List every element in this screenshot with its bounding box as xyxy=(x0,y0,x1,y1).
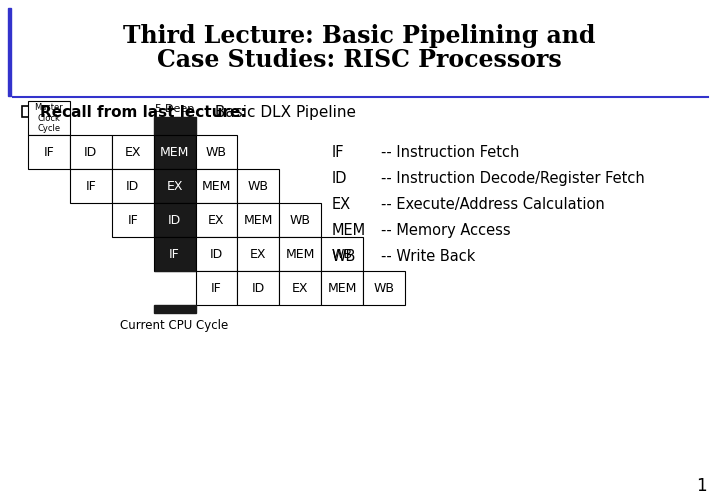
Text: WB: WB xyxy=(332,248,353,260)
Text: Recall from last lecture:: Recall from last lecture: xyxy=(40,105,246,120)
Text: Current CPU Cycle: Current CPU Cycle xyxy=(120,319,229,332)
Text: WB: WB xyxy=(289,214,311,227)
Text: WB: WB xyxy=(331,249,356,263)
Bar xyxy=(363,271,405,305)
Text: IF: IF xyxy=(86,179,96,193)
Bar xyxy=(153,169,196,203)
Text: EX: EX xyxy=(331,197,351,212)
Bar xyxy=(28,101,70,135)
Text: -- Instruction Decode/Register Fetch: -- Instruction Decode/Register Fetch xyxy=(381,170,645,185)
Text: ID: ID xyxy=(331,170,346,185)
Text: EX: EX xyxy=(166,179,183,193)
Text: IF: IF xyxy=(331,144,343,159)
Text: EX: EX xyxy=(125,145,141,158)
Bar xyxy=(321,271,363,305)
Bar xyxy=(196,271,238,305)
Bar xyxy=(112,203,153,237)
Text: ID: ID xyxy=(168,214,181,227)
Text: 1: 1 xyxy=(696,477,706,495)
Bar xyxy=(112,135,153,169)
Text: WB: WB xyxy=(248,179,269,193)
Bar xyxy=(153,135,196,169)
Text: ID: ID xyxy=(84,145,97,158)
Text: MEM: MEM xyxy=(328,281,357,294)
Bar xyxy=(70,169,112,203)
Bar xyxy=(196,203,238,237)
Text: -- Write Back: -- Write Back xyxy=(381,249,475,263)
Bar xyxy=(196,237,238,271)
Text: 5-Deep: 5-Deep xyxy=(154,104,194,114)
Bar xyxy=(28,135,70,169)
Bar xyxy=(153,203,196,237)
Text: MEM: MEM xyxy=(331,223,365,238)
Text: WB: WB xyxy=(206,145,227,158)
Bar xyxy=(70,135,112,169)
Text: -- Memory Access: -- Memory Access xyxy=(381,223,510,238)
Text: MEM: MEM xyxy=(243,214,273,227)
Text: IF: IF xyxy=(211,281,222,294)
Text: MEM: MEM xyxy=(286,248,315,260)
Text: EX: EX xyxy=(292,281,308,294)
Text: ID: ID xyxy=(126,179,139,193)
Text: Basic DLX Pipeline: Basic DLX Pipeline xyxy=(210,105,356,120)
Bar xyxy=(153,117,196,135)
Text: -- Execute/Address Calculation: -- Execute/Address Calculation xyxy=(381,197,605,212)
Bar xyxy=(196,169,238,203)
Bar xyxy=(279,237,321,271)
Bar xyxy=(279,271,321,305)
Bar xyxy=(238,169,279,203)
Bar xyxy=(321,237,363,271)
Bar xyxy=(279,203,321,237)
Bar xyxy=(238,237,279,271)
Bar xyxy=(112,169,153,203)
Bar xyxy=(22,106,33,117)
Text: -- Instruction Fetch: -- Instruction Fetch xyxy=(381,144,519,159)
Text: ID: ID xyxy=(210,248,223,260)
Text: Master
Clock
Cycle: Master Clock Cycle xyxy=(35,103,63,133)
Text: MEM: MEM xyxy=(202,179,231,193)
Text: Case Studies: RISC Processors: Case Studies: RISC Processors xyxy=(157,48,562,72)
Text: MEM: MEM xyxy=(160,145,189,158)
Bar xyxy=(238,271,279,305)
Bar xyxy=(153,237,196,271)
Text: EX: EX xyxy=(250,248,266,260)
Bar xyxy=(238,203,279,237)
Text: Third Lecture: Basic Pipelining and: Third Lecture: Basic Pipelining and xyxy=(123,24,595,48)
Bar xyxy=(8,8,11,96)
Bar xyxy=(196,135,238,169)
Text: ID: ID xyxy=(252,281,265,294)
Bar xyxy=(153,305,196,313)
Text: IF: IF xyxy=(169,248,180,260)
Text: IF: IF xyxy=(43,145,54,158)
Text: EX: EX xyxy=(208,214,225,227)
Text: WB: WB xyxy=(374,281,395,294)
Text: IF: IF xyxy=(127,214,138,227)
